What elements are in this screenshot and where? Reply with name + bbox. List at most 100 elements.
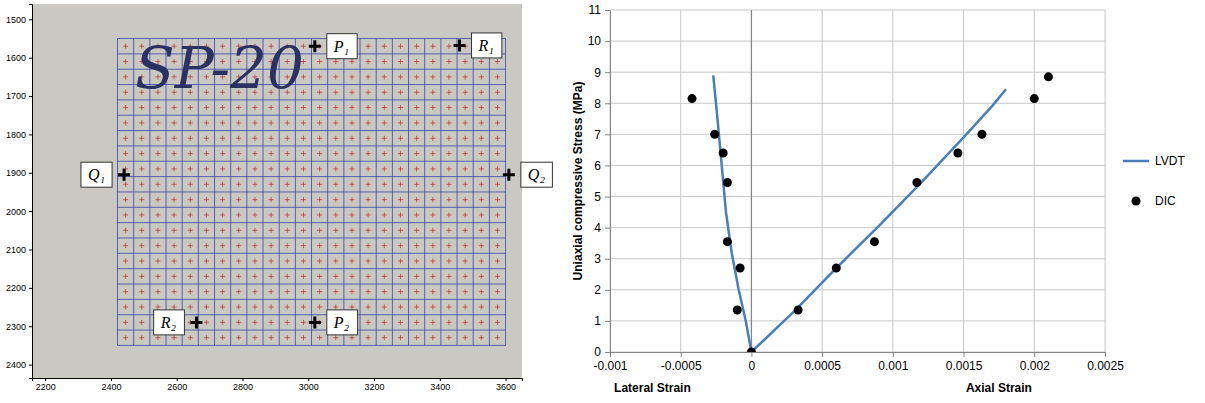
x-tick-label: 3200 xyxy=(364,382,384,392)
x-axis: 22002400260028003000320034003600 xyxy=(33,378,523,392)
x-tick: 3600 xyxy=(496,378,516,392)
mesh-line-horizontal xyxy=(118,176,506,177)
y-tick: 7 xyxy=(594,128,610,142)
y-tick-label: 6 xyxy=(594,159,601,173)
y-tick: 3 xyxy=(594,252,610,266)
legend-item: DIC xyxy=(1132,194,1177,208)
legend-label: DIC xyxy=(1155,194,1176,208)
legend-swatch-line xyxy=(1123,160,1149,163)
point-label-box xyxy=(327,310,358,335)
y-tick-label: 2200 xyxy=(6,283,26,293)
x-axis-line xyxy=(611,353,1106,358)
x-tick: 3400 xyxy=(430,378,450,392)
x-tick-label: -0.001 xyxy=(593,359,627,373)
series-point xyxy=(794,306,803,315)
grid-line-horizontal xyxy=(610,41,1105,42)
x-tick-mark xyxy=(1034,352,1035,357)
x-tick: 2200 xyxy=(36,378,56,392)
legend: LVDTDIC xyxy=(1123,154,1185,208)
x-tick-mark xyxy=(308,378,309,381)
grid-line-horizontal xyxy=(610,289,1105,290)
x-axis-title: Axial Strain xyxy=(966,381,1032,395)
legend-swatch-marker xyxy=(1132,197,1141,206)
grid-line-horizontal xyxy=(610,134,1105,135)
x-tick-mark xyxy=(751,352,752,357)
x-tick: 2800 xyxy=(233,378,253,392)
y-tick-mark xyxy=(29,211,32,212)
mesh-line-horizontal xyxy=(118,161,506,162)
grid-line-horizontal xyxy=(610,196,1105,197)
handwritten-annotation: SP-20 xyxy=(135,34,304,102)
x-axis-title: Lateral Strain xyxy=(614,381,691,395)
y-tick: 1500 xyxy=(6,15,32,25)
mesh-line-horizontal xyxy=(118,345,506,346)
y-tick: 1600 xyxy=(6,53,32,63)
image-texts: SP-20P₁R₁Q₁Q₂R₂P₂ xyxy=(81,33,552,335)
series-point xyxy=(736,264,745,273)
x-tick-label: 0.0015 xyxy=(946,359,983,373)
y-tick-mark xyxy=(29,249,32,250)
point-marker xyxy=(454,39,466,51)
x-tick: 3200 xyxy=(364,378,384,392)
grid-line-vertical xyxy=(892,10,893,352)
y-tick-mark xyxy=(29,288,32,289)
y-tick-label: 0 xyxy=(594,345,601,359)
grid-line-vertical xyxy=(1034,10,1035,352)
series-point xyxy=(719,149,728,158)
mesh-line-horizontal xyxy=(118,207,506,208)
mesh-line-horizontal xyxy=(118,253,506,254)
grid-line-horizontal xyxy=(610,10,1105,11)
y-tick: 1900 xyxy=(6,168,32,178)
y-tick-label: 1900 xyxy=(6,168,26,178)
x-tick-label: -0.0005 xyxy=(661,359,702,373)
point-marker xyxy=(118,169,130,181)
y-tick-label: 1800 xyxy=(6,130,26,140)
grid-line-horizontal xyxy=(610,227,1105,228)
series-point xyxy=(747,348,756,353)
chart-panel: -0.001-0.000500.00050.0010.00150.0020.00… xyxy=(571,3,1185,395)
point-marker xyxy=(309,40,321,52)
y-tick-label: 10 xyxy=(588,34,602,48)
series-point xyxy=(832,264,841,273)
x-tick-mark xyxy=(681,352,682,357)
series-point xyxy=(733,306,742,315)
point-label-box xyxy=(472,33,502,58)
y-tick-mark xyxy=(605,134,610,135)
series-point xyxy=(710,130,719,139)
x-tick-mark xyxy=(374,378,375,381)
y-tick: 1700 xyxy=(6,91,32,101)
x-tick: 0.0015 xyxy=(946,352,983,373)
mesh-line-horizontal xyxy=(118,284,506,285)
series-point xyxy=(723,178,732,187)
y-tick-mark xyxy=(605,259,610,260)
point-label-text: Q₂ xyxy=(528,166,546,183)
grid-line-horizontal xyxy=(610,165,1105,166)
x-tick-mark xyxy=(111,378,112,381)
series-point xyxy=(723,237,732,246)
grid-line-vertical xyxy=(963,10,964,352)
y-axis-line xyxy=(605,11,611,353)
x-tick-mark xyxy=(45,378,46,381)
series-point xyxy=(688,94,697,103)
y-tick-mark xyxy=(29,326,32,327)
y-tick-label: 1700 xyxy=(6,91,26,101)
y-axis: 01234567891011 xyxy=(588,3,611,359)
x-tick: 0 xyxy=(749,352,756,373)
y-tick-label: 1500 xyxy=(6,15,26,25)
y-tick-label: 11 xyxy=(589,3,602,17)
y-tick-mark xyxy=(605,290,610,291)
x-tick-mark xyxy=(440,378,441,381)
x-tick-label: 0.001 xyxy=(878,359,908,373)
y-tick: 2 xyxy=(594,283,610,297)
x-tick-mark xyxy=(1105,352,1106,357)
x-tick-mark xyxy=(964,352,965,357)
y-axis-title: Uniaxial compressive Stress (MPa) xyxy=(571,82,585,281)
mesh-line-horizontal xyxy=(118,191,506,192)
grid-line-horizontal xyxy=(610,103,1105,104)
y-tick-mark xyxy=(605,228,610,229)
y-tick-label: 2400 xyxy=(6,360,26,370)
x-tick-label: 0.0025 xyxy=(1087,359,1124,373)
x-tick-mark xyxy=(506,378,507,381)
series-line xyxy=(713,75,1006,352)
y-tick-label: 1600 xyxy=(6,53,26,63)
